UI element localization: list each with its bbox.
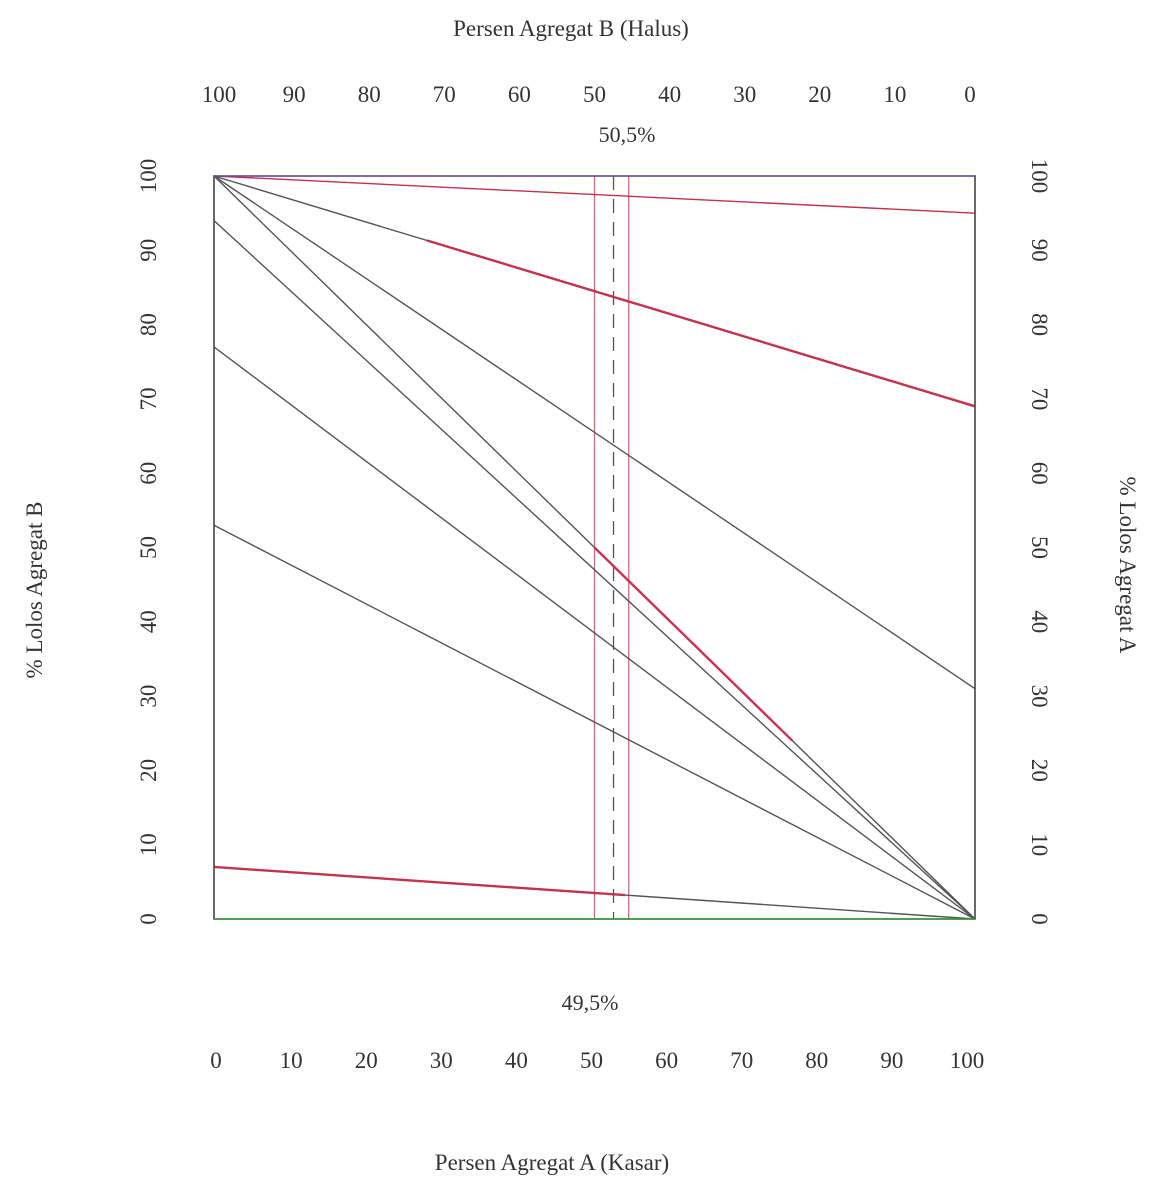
series-group xyxy=(213,175,976,920)
bottom-tick-label: 80 xyxy=(805,1048,828,1073)
top-tick-label: 20 xyxy=(808,82,831,107)
tick-labels-group: 100 90 80 70 60 50 40 30 20 10 00 10 20 30 40 50 60 70 80 9… xyxy=(136,82,1052,1073)
top-tick-label: 70 xyxy=(433,82,456,107)
bottom-tick-label: 60 xyxy=(655,1048,678,1073)
top-tick-label: 10 xyxy=(883,82,906,107)
series-highlight-7 xyxy=(213,865,626,897)
bottom-percent-annotation: 49,5% xyxy=(562,990,619,1015)
top-tick-label: 90 xyxy=(283,82,306,107)
top-tick-label: 100 xyxy=(202,82,237,107)
series-highlight-1 xyxy=(426,239,976,408)
right-axis-label: % Lolos Agregat A xyxy=(1115,477,1140,654)
left-tick-label: 80 xyxy=(136,313,161,336)
right-tick-label: 100 xyxy=(1027,159,1052,194)
left-tick-label: 50 xyxy=(136,536,161,559)
top-tick-label: 80 xyxy=(358,82,381,107)
guide-lines-group xyxy=(593,176,630,919)
bottom-tick-label: 0 xyxy=(210,1048,222,1073)
series-line-6 xyxy=(213,524,976,920)
series-line-0 xyxy=(213,175,976,214)
left-axis-label: % Lolos Agregat B xyxy=(22,502,47,679)
top-tick-label: 60 xyxy=(508,82,531,107)
bottom-tick-label: 20 xyxy=(355,1048,378,1073)
series-highlight-3 xyxy=(593,546,794,742)
series-line-4 xyxy=(213,220,976,920)
bottom-tick-label: 70 xyxy=(730,1048,753,1073)
bottom-tick-label: 30 xyxy=(430,1048,453,1073)
series-line-5 xyxy=(213,346,976,920)
right-tick-label: 50 xyxy=(1027,536,1052,559)
right-tick-label: 10 xyxy=(1027,833,1052,856)
left-tick-label: 30 xyxy=(136,685,161,708)
top-tick-label: 0 xyxy=(964,82,976,107)
right-tick-label: 0 xyxy=(1027,913,1052,925)
right-tick-label: 90 xyxy=(1027,239,1052,262)
top-axis-label: Persen Agregat B (Halus) xyxy=(453,16,689,41)
left-tick-label: 90 xyxy=(136,239,161,262)
right-tick-label: 40 xyxy=(1027,610,1052,633)
top-tick-label: 50 xyxy=(583,82,606,107)
bottom-tick-label: 50 xyxy=(580,1048,603,1073)
bottom-tick-label: 100 xyxy=(950,1048,985,1073)
right-tick-label: 30 xyxy=(1027,685,1052,708)
left-tick-label: 60 xyxy=(136,462,161,485)
bottom-axis-label: Persen Agregat A (Kasar) xyxy=(435,1150,669,1175)
left-tick-label: 100 xyxy=(136,159,161,194)
series-line-2 xyxy=(213,175,976,690)
top-tick-label: 30 xyxy=(733,82,756,107)
bottom-tick-label: 90 xyxy=(880,1048,903,1073)
left-tick-label: 10 xyxy=(136,833,161,856)
right-tick-label: 20 xyxy=(1027,759,1052,782)
top-tick-label: 40 xyxy=(658,82,681,107)
right-tick-label: 80 xyxy=(1027,313,1052,336)
left-tick-label: 40 xyxy=(136,610,161,633)
right-tick-label: 70 xyxy=(1027,387,1052,410)
bottom-tick-label: 40 xyxy=(505,1048,528,1073)
left-tick-label: 0 xyxy=(136,913,161,925)
left-tick-label: 70 xyxy=(136,387,161,410)
left-tick-label: 20 xyxy=(136,759,161,782)
bottom-tick-label: 10 xyxy=(280,1048,303,1073)
top-percent-annotation: 50,5% xyxy=(599,122,656,147)
right-tick-label: 60 xyxy=(1027,462,1052,485)
